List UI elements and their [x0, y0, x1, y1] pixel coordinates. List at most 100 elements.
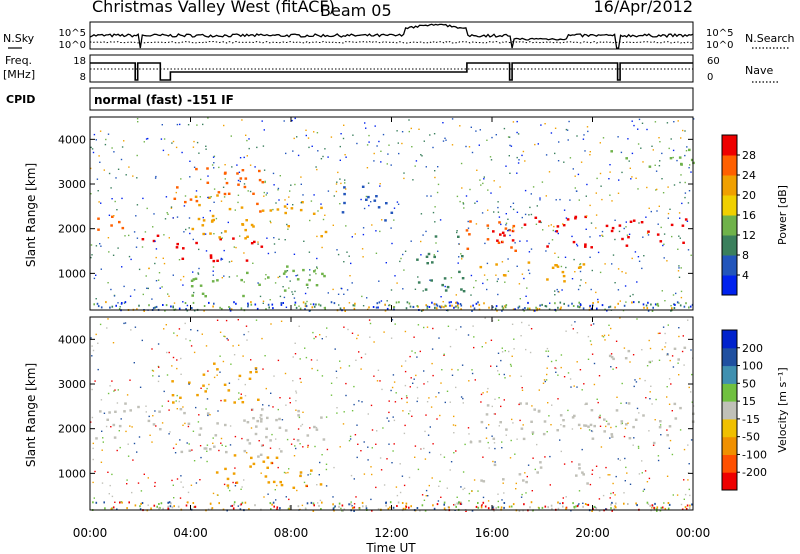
- echo-cell: [406, 301, 409, 304]
- echo-cell: [298, 325, 300, 327]
- echo-cell: [390, 164, 392, 166]
- echo-cell: [233, 246, 235, 248]
- echo-cell: [495, 305, 498, 308]
- echo-cell: [578, 490, 581, 492]
- echo-cell: [538, 308, 541, 311]
- echo-cell: [508, 229, 510, 231]
- echo-cell: [602, 235, 604, 237]
- echo-cell: [386, 163, 388, 165]
- echo-cell: [267, 481, 271, 484]
- echo-cell: [319, 334, 321, 336]
- echo-cell: [126, 394, 129, 396]
- echo-cell: [524, 472, 526, 474]
- echo-cell: [315, 284, 319, 287]
- echo-cell: [618, 224, 622, 227]
- echo-cell: [367, 446, 369, 448]
- echo-cell: [549, 484, 551, 486]
- echo-cell: [402, 288, 404, 290]
- echo-cell: [482, 182, 484, 185]
- echo-cell: [565, 507, 567, 510]
- echo-cell: [350, 503, 352, 506]
- echo-cell: [254, 367, 258, 370]
- echo-cell: [306, 434, 310, 437]
- echo-cell: [343, 411, 345, 413]
- echo-cell: [315, 428, 319, 431]
- echo-cell: [599, 271, 602, 274]
- echo-cell: [673, 184, 676, 186]
- echo-cell: [164, 309, 166, 312]
- echo-cell: [625, 244, 629, 247]
- echo-cell: [654, 164, 656, 166]
- echo-cell: [484, 317, 486, 319]
- echo-cell: [238, 392, 240, 394]
- echo-cell: [691, 401, 693, 403]
- echo-cell: [256, 307, 259, 310]
- echo-cell: [404, 370, 407, 373]
- echo-cell: [456, 304, 459, 307]
- echo-cell: [485, 427, 488, 429]
- echo-cell: [295, 447, 297, 450]
- echo-cell: [371, 447, 373, 449]
- echo-cell: [562, 502, 564, 505]
- echo-cell: [167, 400, 170, 402]
- echo-cell: [611, 226, 615, 230]
- echo-cell: [446, 285, 450, 289]
- echo-cell: [599, 142, 601, 144]
- echo-cell: [212, 305, 214, 308]
- echo-cell: [523, 309, 525, 312]
- echo-cell: [92, 501, 94, 504]
- echo-cell: [624, 457, 626, 460]
- echo-cell: [224, 230, 227, 233]
- echo-cell: [470, 126, 472, 128]
- echo-cell: [384, 309, 387, 312]
- echo-cell: [320, 235, 323, 238]
- echo-cell: [644, 379, 646, 382]
- echo-cell: [515, 482, 517, 485]
- echo-cell: [448, 506, 450, 509]
- echo-cell: [180, 475, 182, 477]
- echo-cell: [300, 201, 302, 204]
- echo-cell: [690, 171, 692, 173]
- echo-cell: [485, 342, 487, 344]
- echo-cell: [603, 430, 606, 433]
- echo-cell: [680, 503, 683, 506]
- echo-cell: [178, 328, 181, 330]
- echo-cell: [207, 117, 209, 119]
- echo-cell: [362, 505, 364, 508]
- echo-cell: [315, 336, 317, 338]
- echo-cell: [455, 305, 457, 308]
- echo-cell: [672, 156, 674, 159]
- echo-cell: [565, 496, 567, 498]
- echo-cell: [584, 503, 587, 505]
- echo-cell: [546, 431, 548, 433]
- echo-cell: [482, 456, 484, 458]
- echo-cell: [681, 224, 685, 227]
- echo-cell: [307, 287, 309, 289]
- echo-cell: [351, 282, 353, 284]
- echo-cell: [423, 370, 425, 372]
- echo-cell: [312, 502, 315, 505]
- echo-cell: [417, 324, 420, 326]
- echo-cell: [632, 301, 635, 304]
- echo-cell: [518, 159, 520, 161]
- echo-cell: [614, 306, 616, 309]
- echo-cell: [136, 204, 139, 206]
- echo-cell: [589, 154, 591, 156]
- echo-cell: [277, 276, 279, 279]
- echo-cell: [638, 412, 640, 414]
- echo-cell: [436, 307, 438, 310]
- echo-cell: [503, 399, 505, 401]
- echo-cell: [250, 303, 253, 306]
- echo-cell: [304, 305, 307, 308]
- echo-cell: [505, 224, 507, 226]
- echo-cell: [393, 381, 396, 383]
- echo-cell: [462, 402, 464, 404]
- echo-cell: [398, 301, 400, 304]
- y-tick-label: 4000: [58, 133, 86, 146]
- echo-cell: [285, 404, 287, 406]
- echo-cell: [572, 240, 576, 244]
- echo-cell: [595, 507, 598, 510]
- echo-cell: [190, 329, 192, 331]
- echo-cell: [138, 436, 141, 438]
- echo-cell: [684, 493, 687, 496]
